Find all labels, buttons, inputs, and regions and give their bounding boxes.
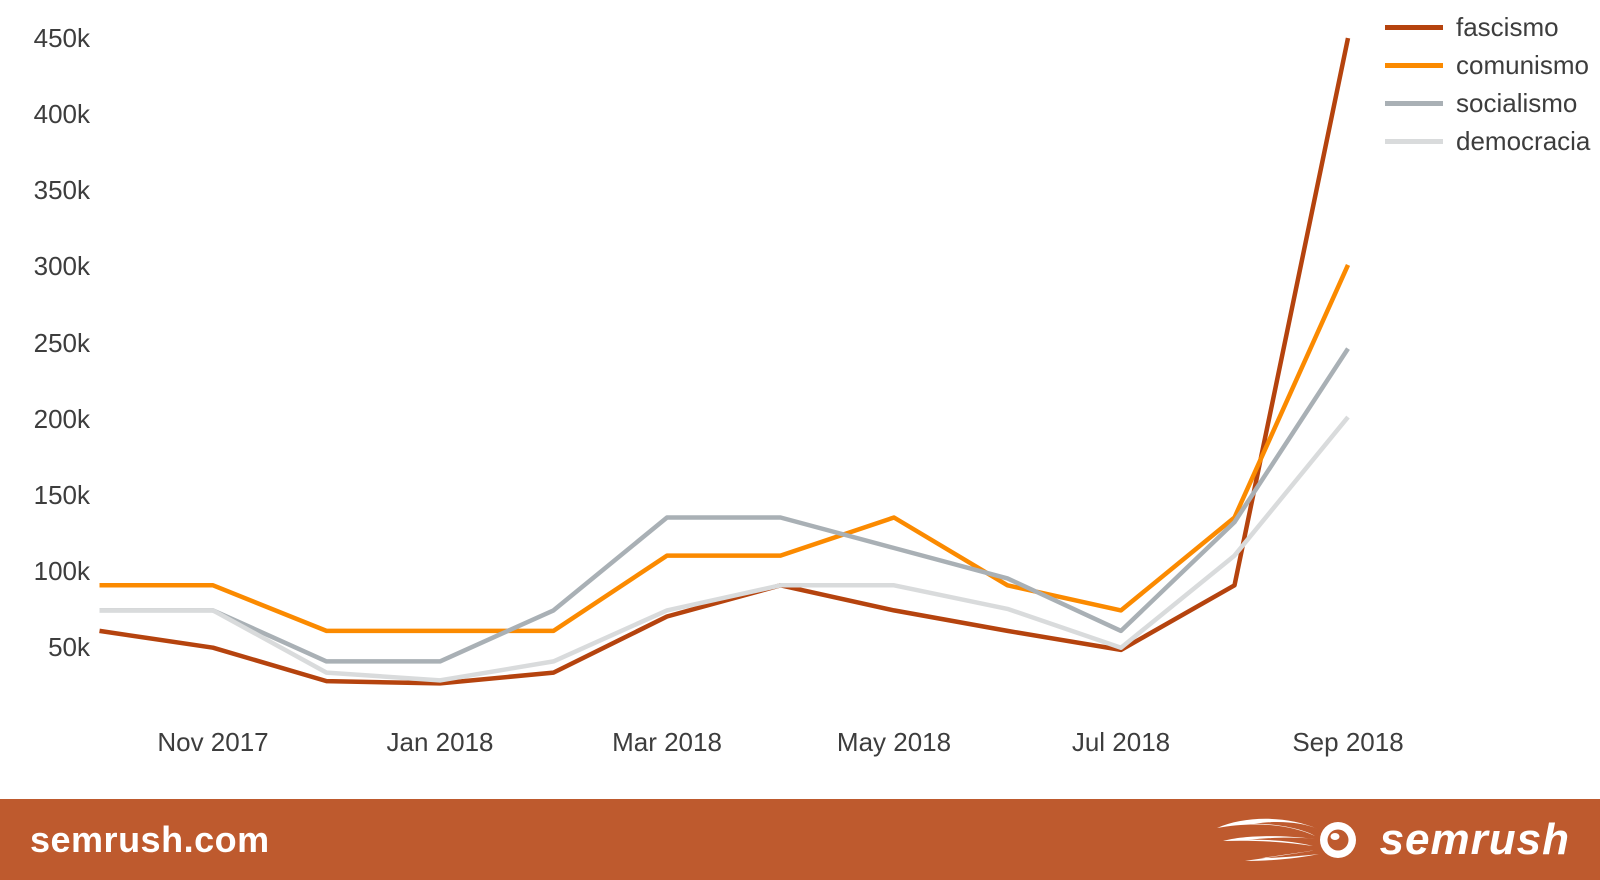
- footer-bar: semrush.com semrush: [0, 799, 1600, 880]
- y-tick-label: 400k: [33, 99, 90, 130]
- legend-item-comunismo: comunismo: [1385, 46, 1590, 84]
- semrush-flame-ball-icon: [1216, 818, 1356, 861]
- legend-item-socialismo: socialismo: [1385, 84, 1590, 122]
- legend-swatch-socialismo: [1385, 100, 1443, 106]
- legend-swatch-democracia: [1385, 138, 1443, 144]
- semrush-logo: semrush: [1214, 811, 1570, 869]
- legend: fascismo comunismo socialismo democracia: [1385, 8, 1590, 160]
- y-tick-label: 50k: [48, 631, 90, 662]
- series-line-comunismo: [99, 263, 1351, 634]
- y-tick-label: 450k: [33, 23, 90, 54]
- legend-label-comunismo: comunismo: [1456, 49, 1589, 80]
- y-tick-label: 300k: [33, 251, 90, 282]
- y-tick-label: 200k: [33, 403, 90, 434]
- series-line-democracia: [99, 415, 1350, 683]
- legend-swatch-fascismo: [1385, 24, 1443, 30]
- legend-label-democracia: democracia: [1456, 125, 1591, 156]
- x-tick-label: Jan 2018: [386, 727, 494, 757]
- legend-label-fascismo: fascismo: [1456, 11, 1559, 42]
- legend-swatch-comunismo: [1385, 62, 1443, 68]
- brand-wordmark: semrush: [1379, 814, 1570, 864]
- y-tick-label: 150k: [33, 479, 90, 510]
- x-tick-label: Sep 2018: [1292, 727, 1404, 757]
- legend-label-socialismo: socialismo: [1456, 87, 1578, 118]
- y-tick-label: 350k: [33, 175, 90, 206]
- chart-canvas: [99, 37, 1351, 686]
- y-tick-label: 250k: [33, 327, 90, 358]
- y-tick-label: 100k: [33, 555, 90, 586]
- series-line-socialismo: [99, 347, 1350, 664]
- series-line-fascismo: [99, 37, 1351, 686]
- legend-item-democracia: democracia: [1385, 122, 1590, 160]
- x-tick-label: Nov 2017: [157, 727, 269, 757]
- site-label: semrush.com: [30, 818, 270, 860]
- x-tick-label: Jul 2018: [1071, 727, 1171, 757]
- legend-item-fascismo: fascismo: [1385, 8, 1590, 46]
- x-tick-label: Mar 2018: [612, 727, 722, 757]
- x-tick-label: May 2018: [836, 727, 952, 757]
- x-axis-labels: Nov 2017 Jan 2018 Mar 2018 May 2018 Jul 2018…: [157, 727, 1404, 757]
